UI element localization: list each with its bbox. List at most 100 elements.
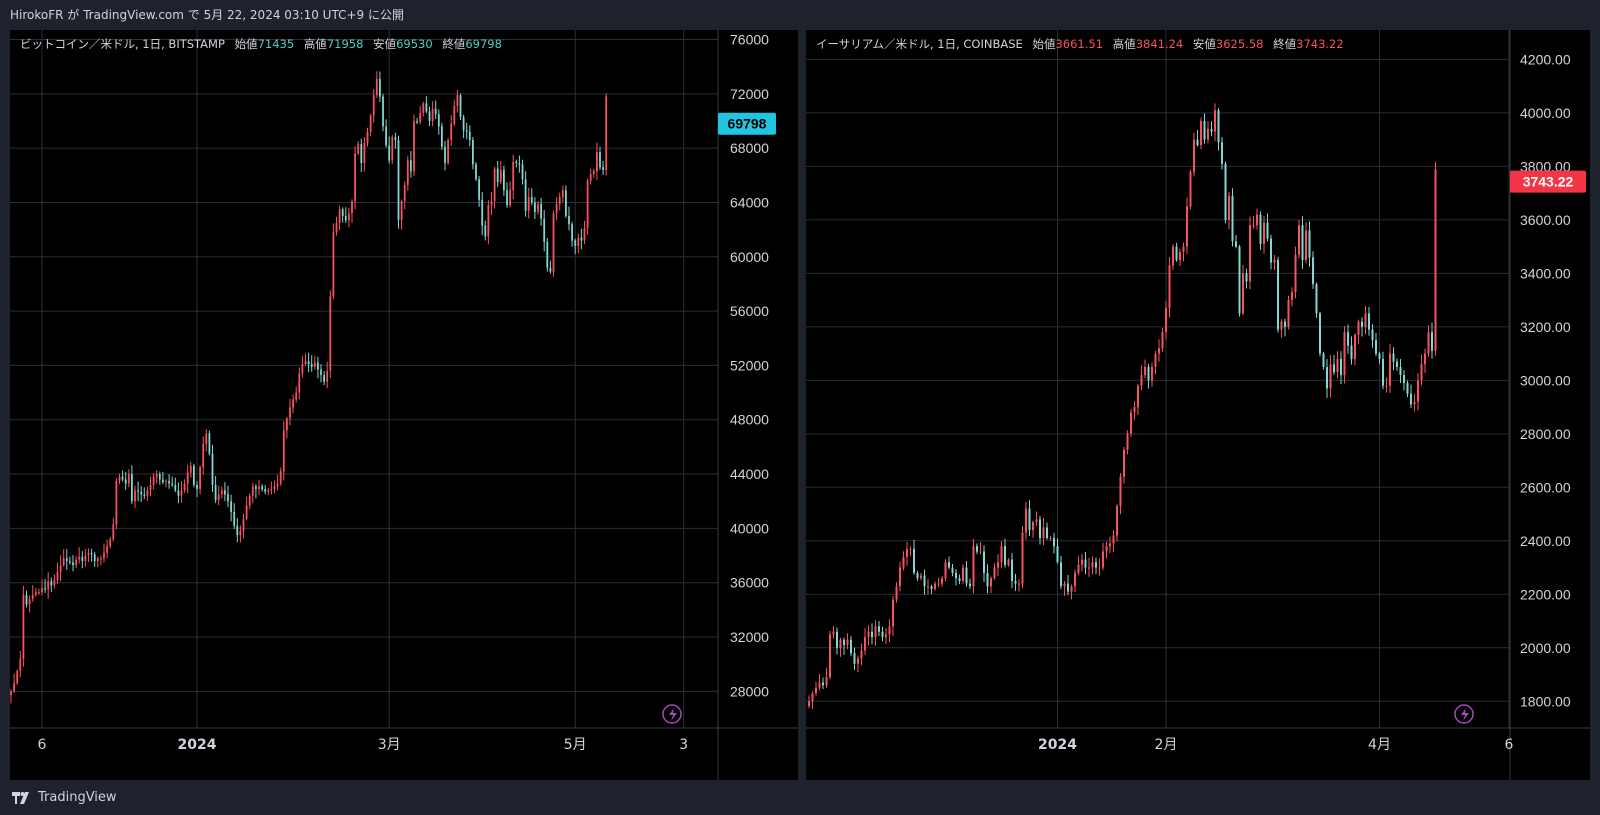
btc-candle bbox=[444, 140, 446, 171]
btc-candle bbox=[242, 513, 245, 539]
eth-candle bbox=[1077, 556, 1080, 575]
btc-candle bbox=[168, 474, 170, 489]
btc-candle bbox=[431, 101, 434, 127]
eth-candle bbox=[1004, 538, 1006, 568]
eth-candle bbox=[1420, 354, 1423, 386]
btc-candle bbox=[372, 89, 375, 123]
btc-open-label: 始値 bbox=[234, 37, 258, 51]
eth-low-label: 安値 bbox=[1192, 37, 1216, 51]
btc-candle bbox=[196, 481, 198, 498]
eth-candle bbox=[1273, 255, 1276, 270]
eth-candle bbox=[920, 573, 922, 581]
eth-candle bbox=[860, 643, 863, 666]
eth-candle bbox=[1266, 213, 1269, 242]
btc-candle bbox=[335, 216, 338, 236]
eth-candle bbox=[1312, 251, 1314, 289]
eth-y-tick-label: 2600.00 bbox=[1520, 479, 1571, 495]
eth-candle bbox=[1056, 538, 1059, 564]
btc-y-tick-label: 60000 bbox=[730, 249, 769, 265]
eth-candle bbox=[1168, 256, 1171, 318]
btc-candle bbox=[16, 669, 19, 686]
eth-candle bbox=[1347, 324, 1349, 354]
btc-candle bbox=[509, 181, 511, 208]
btc-y-tick-label: 76000 bbox=[730, 32, 769, 48]
btc-high-label: 高値 bbox=[303, 37, 327, 51]
btc-candle bbox=[255, 484, 257, 499]
btc-candle bbox=[515, 159, 518, 168]
btc-chart-panel[interactable]: 76000 72000 68000 64000 60000 56000 52000 48000… bbox=[10, 30, 798, 780]
btc-candle bbox=[162, 472, 164, 484]
btc-lightning-icon[interactable] bbox=[662, 704, 682, 724]
eth-candle bbox=[1137, 384, 1139, 415]
btc-candle bbox=[10, 689, 12, 704]
eth-candle bbox=[1413, 394, 1416, 412]
btc-candle bbox=[537, 200, 539, 215]
eth-high-value: 3841.24 bbox=[1135, 37, 1184, 51]
btc-candle bbox=[292, 394, 294, 414]
eth-candle bbox=[857, 655, 859, 673]
btc-candle bbox=[589, 168, 592, 185]
svg-text:3743.22: 3743.22 bbox=[1523, 174, 1574, 190]
eth-candle bbox=[1151, 362, 1153, 388]
eth-candle bbox=[1231, 188, 1234, 247]
btc-candle bbox=[65, 549, 68, 570]
btc-candle bbox=[565, 185, 567, 218]
btc-candle bbox=[137, 481, 139, 502]
svg-text:69798: 69798 bbox=[728, 116, 767, 132]
eth-candle bbox=[1294, 246, 1297, 299]
btc-candle bbox=[357, 141, 360, 155]
btc-candle bbox=[503, 165, 505, 196]
eth-y-tick-label: 2000.00 bbox=[1520, 640, 1571, 656]
btc-candle bbox=[270, 481, 273, 495]
eth-y-tick-label: 3200.00 bbox=[1520, 319, 1571, 335]
btc-candle bbox=[69, 556, 71, 565]
btc-candle bbox=[140, 486, 143, 502]
btc-candle bbox=[478, 176, 480, 207]
btc-candle bbox=[186, 464, 189, 494]
btc-candle bbox=[468, 125, 471, 147]
eth-chart-svg[interactable]: 4200.00 4000.00 3800.00 3600.00 3400.00 3200.… bbox=[806, 30, 1590, 780]
eth-candle bbox=[1350, 336, 1353, 365]
btc-candle bbox=[34, 587, 37, 597]
eth-candle bbox=[1417, 372, 1419, 411]
eth-y-tick-label: 2400.00 bbox=[1520, 533, 1571, 549]
btc-candle bbox=[496, 160, 499, 187]
btc-candle bbox=[530, 188, 533, 206]
eth-y-tick-label: 2800.00 bbox=[1520, 426, 1571, 442]
btc-candle bbox=[413, 114, 415, 176]
btc-candle bbox=[304, 353, 307, 366]
btc-candle bbox=[118, 473, 121, 485]
btc-y-tick-label: 56000 bbox=[730, 303, 769, 319]
btc-candle bbox=[456, 89, 459, 113]
eth-high-label: 高値 bbox=[1112, 37, 1136, 51]
btc-candle bbox=[72, 555, 74, 572]
eth-candle bbox=[808, 695, 810, 709]
btc-candle bbox=[605, 93, 608, 176]
eth-candle bbox=[1140, 365, 1143, 390]
eth-chart-panel[interactable]: 4200.00 4000.00 3800.00 3600.00 3400.00 3200.… bbox=[806, 30, 1590, 780]
btc-candle bbox=[258, 479, 260, 496]
eth-candle bbox=[1011, 552, 1013, 589]
btc-chart-svg[interactable]: 76000 72000 68000 64000 60000 56000 52000 48000… bbox=[10, 30, 798, 780]
btc-candle bbox=[512, 154, 515, 200]
btc-candle bbox=[239, 525, 242, 543]
btc-candle bbox=[450, 115, 453, 146]
eth-candle bbox=[846, 633, 849, 650]
btc-close-label: 終値 bbox=[442, 37, 466, 51]
eth-candle bbox=[1378, 351, 1381, 364]
btc-candle bbox=[577, 233, 580, 254]
btc-candle bbox=[143, 487, 146, 499]
eth-candle bbox=[1326, 358, 1328, 398]
eth-open-label: 始値 bbox=[1032, 37, 1056, 51]
btc-last-price-badge: 69798 bbox=[718, 112, 776, 135]
eth-candle bbox=[888, 619, 891, 643]
eth-candle bbox=[1088, 557, 1090, 577]
eth-candle bbox=[1217, 108, 1220, 151]
eth-lightning-icon[interactable] bbox=[1454, 704, 1474, 724]
eth-candle bbox=[941, 575, 943, 587]
btc-candle bbox=[534, 197, 536, 219]
eth-candle bbox=[1354, 333, 1356, 366]
eth-legend: イーサリアム／米ドル, 1日, COINBASE 始値3661.51 高値384… bbox=[816, 36, 1344, 52]
eth-low-value: 3625.58 bbox=[1215, 37, 1264, 51]
eth-close-value: 3743.22 bbox=[1296, 37, 1344, 51]
